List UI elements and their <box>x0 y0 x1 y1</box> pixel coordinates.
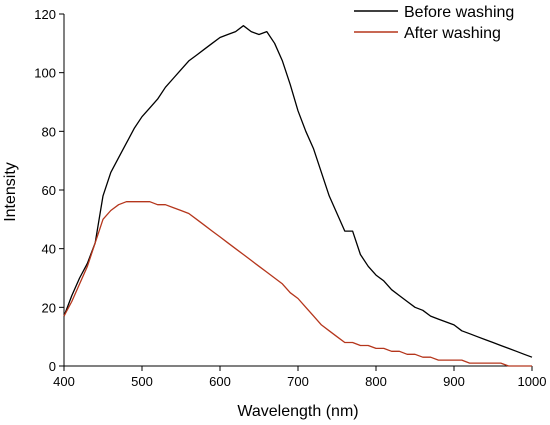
x-tick-label: 600 <box>209 374 231 389</box>
y-tick-label: 120 <box>34 7 56 22</box>
y-tick-label: 100 <box>34 66 56 81</box>
series-line-before-washing <box>63 25 533 358</box>
series-line-after-washing <box>63 201 532 367</box>
y-tick-label: 0 <box>49 359 56 374</box>
x-tick-label: 800 <box>365 374 387 389</box>
series-layer <box>63 25 533 367</box>
y-axis-title: Intensity <box>2 162 19 222</box>
y-tick-label: 20 <box>42 300 56 315</box>
y-tick-label: 40 <box>42 242 56 257</box>
x-tick-label: 900 <box>443 374 465 389</box>
legend-label-before: Before washing <box>404 4 514 21</box>
x-axis-title: Wavelength (nm) <box>237 403 358 420</box>
legend-label-after: After washing <box>404 25 501 42</box>
x-tick-label: 700 <box>287 374 309 389</box>
x-axis-ticks: 400 500 600 700 800 900 1000 <box>53 366 546 389</box>
y-axis-ticks: 0 20 40 60 80 100 120 <box>34 7 64 374</box>
x-tick-label: 500 <box>131 374 153 389</box>
y-tick-label: 60 <box>42 183 56 198</box>
x-tick-label: 400 <box>53 374 75 389</box>
x-tick-label: 1000 <box>518 374 547 389</box>
legend: Before washing After washing <box>354 4 514 42</box>
y-tick-label: 80 <box>42 124 56 139</box>
